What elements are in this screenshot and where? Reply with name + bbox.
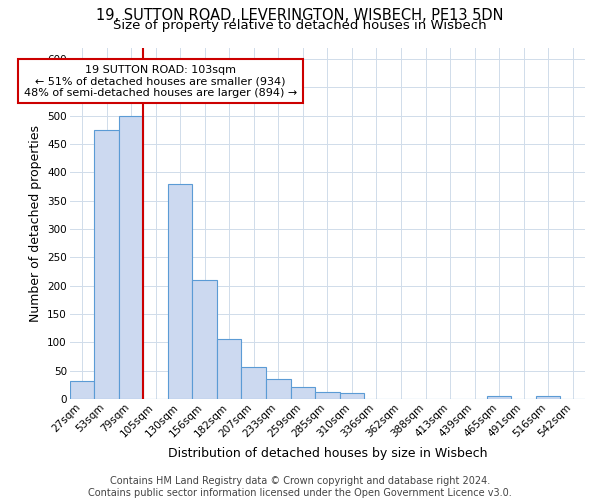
Bar — [119, 116, 143, 399]
Bar — [266, 378, 290, 399]
Text: Contains HM Land Registry data © Crown copyright and database right 2024.
Contai: Contains HM Land Registry data © Crown c… — [88, 476, 512, 498]
Bar — [340, 393, 364, 399]
X-axis label: Distribution of detached houses by size in Wisbech: Distribution of detached houses by size … — [167, 447, 487, 460]
Y-axis label: Number of detached properties: Number of detached properties — [29, 125, 41, 322]
Bar — [290, 387, 315, 399]
Bar — [168, 184, 193, 399]
Bar — [217, 339, 241, 399]
Text: 19 SUTTON ROAD: 103sqm
← 51% of detached houses are smaller (934)
48% of semi-de: 19 SUTTON ROAD: 103sqm ← 51% of detached… — [24, 64, 297, 98]
Text: 19, SUTTON ROAD, LEVERINGTON, WISBECH, PE13 5DN: 19, SUTTON ROAD, LEVERINGTON, WISBECH, P… — [96, 8, 504, 22]
Bar — [193, 280, 217, 399]
Bar — [241, 366, 266, 399]
Text: Size of property relative to detached houses in Wisbech: Size of property relative to detached ho… — [113, 19, 487, 32]
Bar — [70, 381, 94, 399]
Bar — [487, 396, 511, 399]
Bar — [94, 130, 119, 399]
Bar — [315, 392, 340, 399]
Bar — [536, 396, 560, 399]
